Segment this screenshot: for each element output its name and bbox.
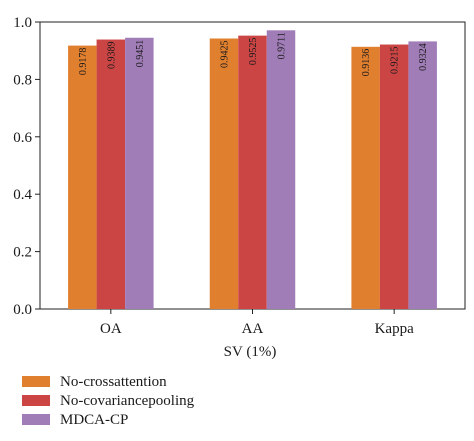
legend-swatch [22, 414, 50, 425]
y-tick-label: 0.6 [13, 130, 32, 146]
bar-kappa-no-crossattention [351, 46, 380, 309]
bar-kappa-no-covariancepooling [379, 44, 409, 309]
bar-aa-no-covariancepooling [238, 35, 267, 309]
x-category-label: AA [242, 321, 264, 337]
data-label: 0.9324 [418, 43, 429, 71]
bars [68, 30, 437, 310]
data-label: 0.9525 [248, 38, 259, 66]
y-tick-label: 0.2 [13, 245, 32, 261]
bar-aa-mdca-cp [266, 30, 296, 309]
bar-kappa-mdca-cp [408, 41, 437, 310]
data-labels: 0.9178 0.9389 0.9451 0.9425 0.9525 0.9711 0.91… [78, 32, 429, 76]
data-label: 0.9425 [220, 41, 231, 69]
y-axis: 0.0 0.2 0.4 0.6 0.8 1.0 [13, 15, 40, 318]
legend: No-crossattention No-covariancepooling MDC… [22, 374, 195, 428]
x-category-label: OA [100, 321, 122, 337]
data-label: 0.9451 [135, 40, 146, 68]
data-label: 0.9136 [361, 49, 372, 77]
bar-aa-no-crossattention [209, 38, 239, 309]
legend-swatch [22, 395, 50, 406]
y-tick-label: 0.8 [13, 72, 32, 88]
data-label: 0.9178 [78, 48, 89, 76]
legend-label: MDCA-CP [60, 412, 128, 428]
y-tick-label: 0.4 [13, 187, 32, 203]
data-label: 0.9215 [390, 47, 401, 74]
data-label: 0.9389 [106, 42, 117, 69]
legend-label: No-crossattention [60, 374, 167, 390]
legend-swatch [22, 376, 50, 387]
bar-oa-no-covariancepooling [96, 39, 126, 309]
data-label: 0.9711 [277, 32, 288, 59]
x-axis-title: SV (1%) [224, 344, 277, 360]
y-tick-label: 0.0 [13, 302, 32, 318]
x-axis: OA AA Kappa [100, 309, 414, 337]
legend-label: No-covariancepooling [60, 393, 195, 409]
y-tick-label: 1.0 [13, 15, 32, 31]
x-category-label: Kappa [375, 321, 414, 337]
bar-oa-mdca-cp [125, 37, 154, 310]
bar-oa-no-crossattention [68, 45, 97, 309]
